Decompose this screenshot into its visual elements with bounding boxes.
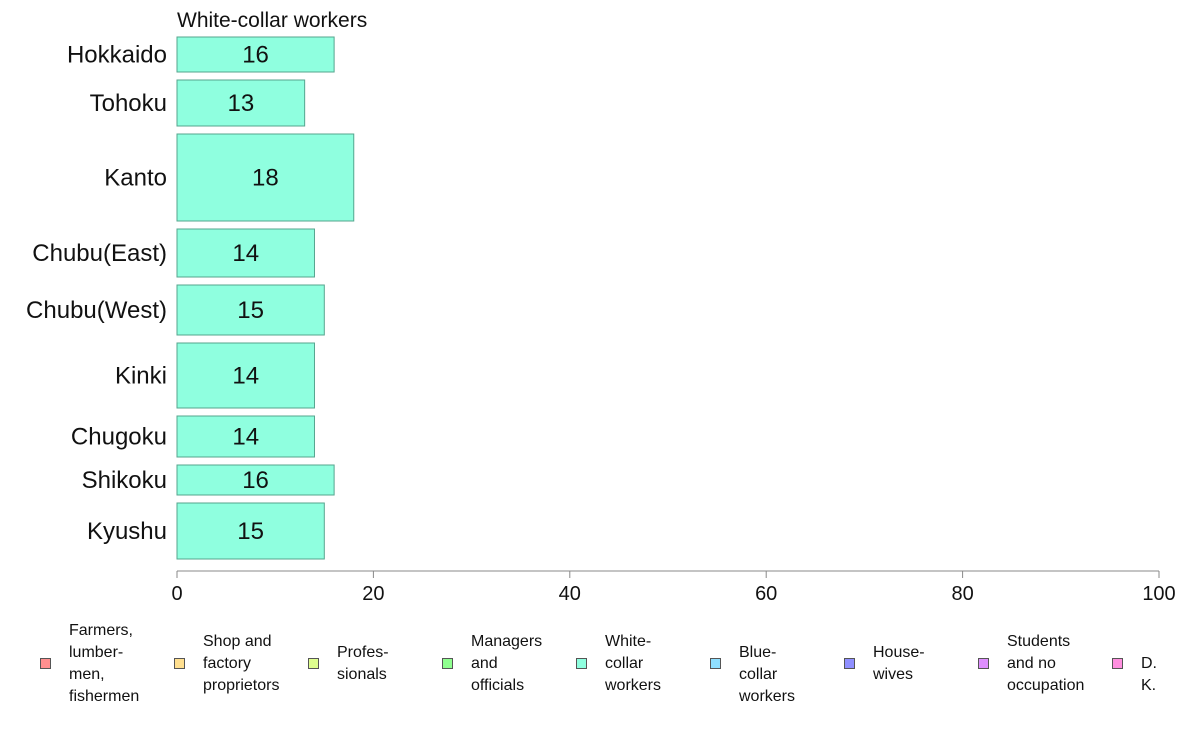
legend-swatch — [710, 658, 721, 669]
legend-label: Students and no occupation — [1007, 633, 1085, 694]
bar-hokkaido — [176, 36, 335, 73]
data-label: 13 — [227, 90, 254, 117]
legend-swatch — [576, 658, 587, 669]
legend-swatch — [308, 658, 319, 669]
legend-swatch — [978, 658, 989, 669]
category-label: Hokkaido — [67, 42, 167, 69]
category-label: Chubu(West) — [26, 297, 167, 324]
bar-chart: White-collar workers Hokkaido 16 Tohoku 13 K… — [26, 9, 1176, 605]
category-label: Chugoku — [71, 424, 167, 451]
legend-label: Managers and officials — [471, 633, 543, 694]
chart-title: White-collar workers — [177, 9, 367, 32]
x-tick-label: 20 — [362, 583, 384, 605]
legend-label: Farmers, lumber- men, fishermen — [69, 622, 140, 705]
bar-chubu-west — [176, 284, 325, 336]
bar-kyushu — [176, 502, 325, 560]
legend-swatch — [40, 658, 51, 669]
bar-chubu-east — [176, 228, 315, 278]
bar-shikoku — [176, 464, 335, 496]
category-label: Kinki — [115, 363, 167, 390]
data-label: 15 — [237, 297, 264, 324]
legend-swatch — [442, 658, 453, 669]
category-label: Kyushu — [87, 518, 167, 545]
legend-label: Shop and factory proprietors — [203, 633, 280, 694]
data-label: 14 — [232, 240, 259, 267]
data-label: 16 — [242, 467, 269, 494]
category-label: Tohoku — [90, 90, 167, 117]
legend: Farmers, lumber- men, fishermen Shop and … — [40, 620, 1188, 720]
category-label: Kanto — [104, 165, 167, 192]
data-label: 18 — [252, 165, 279, 192]
x-tick-label: 60 — [755, 583, 777, 605]
bar-tohoku — [176, 79, 306, 127]
legend-swatch — [174, 658, 185, 669]
legend-label: Profes- sionals — [337, 644, 389, 683]
x-axis: 0 20 40 60 80 100 — [171, 570, 1176, 605]
legend-swatch — [844, 658, 855, 669]
x-tick-label: 0 — [171, 583, 182, 605]
bar-kanto — [176, 133, 355, 222]
data-label: 14 — [232, 363, 259, 390]
legend-label: House- wives — [873, 644, 925, 683]
bar-kinki — [176, 342, 315, 409]
category-label: Chubu(East) — [32, 240, 167, 267]
legend-swatch — [1112, 658, 1123, 669]
bars-group: Hokkaido 16 Tohoku 13 Kanto 18 Chubu(East) 14 Ch… — [26, 36, 355, 560]
data-label: 14 — [232, 424, 259, 451]
x-tick-label: 40 — [559, 583, 581, 605]
data-label: 15 — [237, 518, 264, 545]
legend-label: D. K. — [1141, 655, 1157, 694]
bar-chugoku — [176, 415, 315, 458]
x-tick-label: 100 — [1142, 583, 1175, 605]
data-label: 16 — [242, 42, 269, 69]
legend-label: White- collar workers — [605, 633, 662, 694]
category-label: Shikoku — [82, 467, 167, 494]
legend-label: Blue-collar workers — [739, 644, 796, 705]
x-tick-label: 80 — [951, 583, 973, 605]
